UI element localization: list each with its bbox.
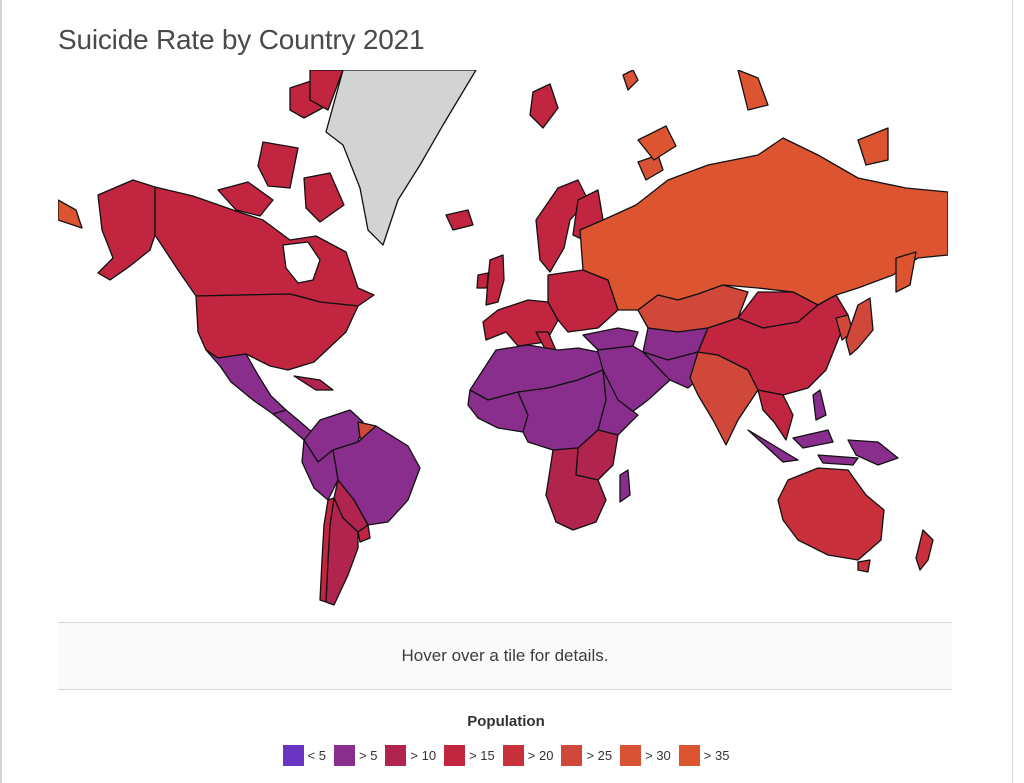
window-edge-right bbox=[1012, 0, 1013, 783]
country-southern-africa[interactable] bbox=[545, 447, 607, 531]
chukotka-west[interactable] bbox=[58, 199, 83, 229]
country-canada[interactable] bbox=[154, 186, 375, 307]
svalbard[interactable] bbox=[529, 83, 559, 129]
country-china[interactable] bbox=[697, 294, 849, 396]
country-uruguay[interactable] bbox=[357, 524, 371, 543]
legend-label: > 15 bbox=[469, 748, 495, 763]
country-central-america[interactable] bbox=[272, 409, 313, 441]
legend-item: > 35 bbox=[678, 745, 730, 766]
country-peru-ecuador[interactable] bbox=[301, 439, 339, 501]
country-uk[interactable] bbox=[485, 254, 505, 306]
legend-item: > 15 bbox=[444, 745, 495, 766]
legend-swatch bbox=[282, 745, 304, 766]
legend-item: > 5 bbox=[333, 745, 378, 766]
legend-label: > 5 bbox=[358, 748, 378, 763]
legend-swatch bbox=[444, 745, 466, 766]
country-tasmania[interactable] bbox=[857, 559, 871, 573]
country-scandinavia[interactable] bbox=[535, 179, 589, 273]
country-indonesia[interactable] bbox=[747, 429, 859, 466]
country-papua-new-guinea[interactable] bbox=[847, 439, 899, 466]
country-new-zealand[interactable] bbox=[915, 529, 934, 571]
country-iceland[interactable] bbox=[445, 209, 474, 231]
country-southeast-asia[interactable] bbox=[757, 389, 794, 441]
legend-label: > 30 bbox=[645, 748, 671, 763]
country-russia[interactable] bbox=[579, 137, 948, 311]
legend-label: > 35 bbox=[703, 748, 730, 763]
legend-item: > 20 bbox=[502, 745, 554, 766]
hudson-bay bbox=[282, 241, 321, 284]
world-map bbox=[58, 70, 948, 610]
legend-swatch bbox=[333, 745, 355, 766]
legend-swatch bbox=[502, 745, 524, 766]
legend-swatch bbox=[620, 745, 642, 766]
world-map-svg bbox=[58, 70, 948, 606]
legend-item: > 10 bbox=[385, 745, 436, 766]
info-text: Hover over a tile for details. bbox=[401, 646, 609, 665]
country-turkey[interactable] bbox=[582, 327, 639, 351]
legend-label: > 20 bbox=[527, 748, 554, 763]
legend-label: > 25 bbox=[586, 748, 613, 763]
greenland-north-tip[interactable] bbox=[309, 70, 344, 111]
legend: < 5 > 5 > 10 > 15 > 20 > 25 > 30 > 35 bbox=[0, 745, 1012, 766]
country-cuba[interactable] bbox=[293, 375, 334, 391]
country-ireland[interactable] bbox=[476, 272, 489, 289]
country-alaska[interactable] bbox=[97, 179, 156, 281]
country-chile[interactable] bbox=[319, 497, 335, 603]
country-madagascar[interactable] bbox=[619, 469, 631, 503]
russian-far-east-islands[interactable] bbox=[637, 70, 917, 293]
window-edge-left bbox=[0, 0, 2, 783]
country-australia[interactable] bbox=[777, 467, 885, 561]
legend-item: > 25 bbox=[561, 745, 612, 766]
legend-swatch bbox=[678, 745, 700, 766]
info-panel: Hover over a tile for details. bbox=[58, 622, 952, 690]
novaya-zemlya[interactable] bbox=[622, 70, 664, 181]
legend-item: < 5 bbox=[282, 745, 326, 766]
legend-label: < 5 bbox=[307, 748, 326, 763]
legend-label: > 10 bbox=[410, 748, 437, 763]
canada-arctic-islands[interactable] bbox=[217, 77, 345, 223]
country-philippines[interactable] bbox=[812, 389, 827, 421]
legend-title: Population bbox=[467, 713, 545, 730]
legend-item: > 30 bbox=[620, 745, 671, 766]
country-greenland[interactable] bbox=[325, 70, 477, 246]
page-title: Suicide Rate by Country 2021 bbox=[58, 24, 425, 55]
legend-swatch bbox=[561, 745, 583, 766]
legend-swatch bbox=[385, 745, 407, 766]
country-japan[interactable] bbox=[845, 297, 874, 356]
